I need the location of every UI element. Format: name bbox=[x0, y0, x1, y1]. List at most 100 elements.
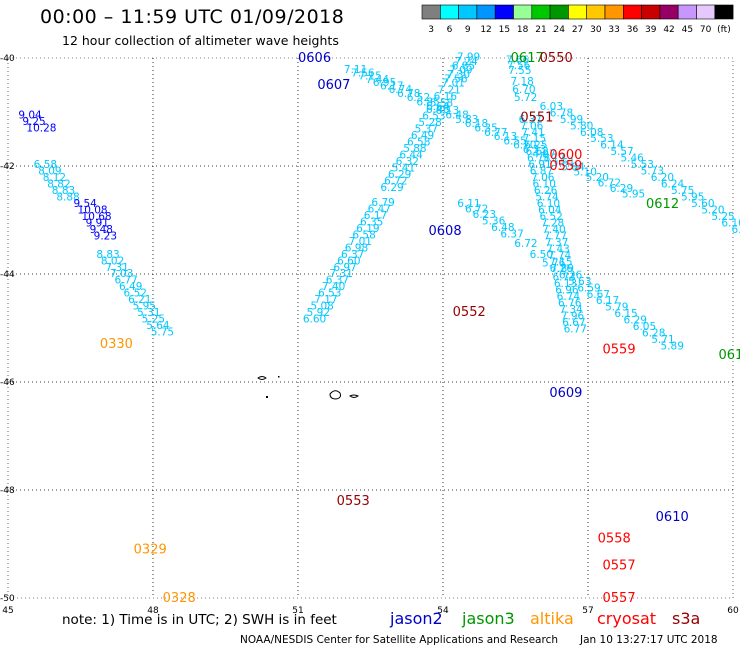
lon-tick-label: 45 bbox=[2, 606, 13, 616]
colorbar-swatch bbox=[659, 4, 679, 20]
wave-height-label: 6.77 bbox=[564, 323, 587, 335]
lat-tick-label: -42 bbox=[0, 162, 15, 172]
wave-height-label: 5.53 bbox=[590, 133, 613, 145]
wave-height-label: 7.01 bbox=[349, 236, 372, 248]
wave-height-label: 6.37 bbox=[341, 249, 364, 261]
colorbar-swatch bbox=[494, 4, 514, 20]
colorbar-label: 70 bbox=[700, 25, 712, 35]
wave-height-label: 7.06 bbox=[531, 172, 555, 184]
wave-height-label: 6.13 bbox=[436, 105, 459, 117]
wave-height-label: 6.44 bbox=[399, 149, 423, 161]
wave-height-label: 7.56 bbox=[444, 73, 468, 85]
legend-satellite-altika: altika bbox=[530, 609, 574, 628]
wave-height-label: 6.78 bbox=[550, 107, 573, 119]
colorbar-label: 6 bbox=[447, 25, 453, 35]
track-time-label: 0606 bbox=[298, 51, 331, 66]
wave-height-label: 6.52 bbox=[124, 288, 147, 300]
wave-height-label: 6.53 bbox=[318, 288, 341, 300]
wave-height-label: 6.03 bbox=[540, 101, 563, 113]
map-frame bbox=[7, 57, 734, 599]
wave-height-label: 7.55 bbox=[508, 65, 531, 77]
wave-height-label: 7.09 bbox=[449, 65, 472, 77]
wave-height-label: 7.43 bbox=[546, 243, 569, 255]
wave-height-label: 6.98 bbox=[345, 242, 368, 254]
wave-height-label: 6.08 bbox=[580, 127, 603, 139]
colorbar-swatch bbox=[622, 4, 642, 20]
wave-height-label: 5.99 bbox=[560, 114, 583, 126]
wave-height-label: 5.64 bbox=[146, 320, 170, 332]
wave-height-label: 6.49 bbox=[411, 130, 434, 142]
legend-note: note: 1) Time is in UTC; 2) SWH is in fe… bbox=[62, 612, 337, 628]
wave-height-label: 9.25 bbox=[22, 116, 45, 128]
wave-height-label: 5.89 bbox=[661, 341, 684, 353]
wave-height-label: 7.44 bbox=[366, 74, 390, 86]
wave-height-label: 7.18 bbox=[510, 76, 533, 88]
wave-height-label: 7.34 bbox=[559, 304, 583, 316]
colorbar-label: 30 bbox=[590, 25, 602, 35]
wave-height-label: 6.16 bbox=[434, 91, 458, 103]
track-time-label: 0551 bbox=[520, 110, 553, 125]
axis-ticks: 45 48 51 54 57 60 -40 -42 -44 -46 -48 -50 bbox=[0, 54, 739, 616]
wave-height-label: 6.70 bbox=[512, 84, 535, 96]
island-outlines bbox=[257, 376, 359, 400]
wave-height-label: 6.91 bbox=[528, 159, 551, 171]
wave-height-label: 7.74 bbox=[548, 250, 572, 262]
wave-height-label: 7.30 bbox=[447, 69, 470, 81]
wave-height-label: 10.08 bbox=[78, 205, 108, 217]
colorbar-label: 18 bbox=[517, 25, 529, 35]
colorbar-label: 45 bbox=[682, 25, 693, 35]
track-time-label: 0550 bbox=[540, 51, 573, 66]
wave-height-label: 7.31 bbox=[105, 262, 128, 274]
wave-height-label: 7.28 bbox=[541, 217, 564, 229]
wave-height-label: 6.79 bbox=[371, 197, 394, 209]
wave-height-label: 6.76 bbox=[558, 297, 582, 309]
wave-height-label: 6.18 bbox=[465, 118, 488, 130]
colorbar-swatch bbox=[476, 4, 496, 20]
wave-height-label: 6.53 bbox=[422, 111, 445, 123]
wave-height-label: 6.10 bbox=[537, 198, 560, 210]
track-time-labels: 0606 0607 0608 0609 0610 0617 0612 061 0550 0551 0… bbox=[100, 51, 740, 606]
wave-height-label: 6.04 bbox=[538, 205, 562, 217]
wave-height-label: 6.62 bbox=[526, 146, 549, 158]
wave-height-label: 6.77 bbox=[484, 127, 507, 139]
wave-height-label: 5.88 bbox=[403, 143, 426, 155]
wave-height-label: 6.37 bbox=[519, 114, 542, 126]
colorbar-label: 24 bbox=[554, 25, 566, 35]
wave-height-label: 5.31 bbox=[137, 307, 160, 319]
wave-height-label: 5.46 bbox=[620, 153, 644, 165]
wave-height-label: 7.03 bbox=[110, 268, 133, 280]
wave-height-label: 8.02 bbox=[101, 255, 124, 267]
colorbar-swatch bbox=[421, 4, 441, 20]
wave-height-label: 6.29 bbox=[388, 169, 411, 181]
wave-height-label: 6.59 bbox=[577, 282, 600, 294]
track-time-label: 0553 bbox=[337, 494, 370, 509]
colorbar-swatch bbox=[586, 4, 606, 20]
wave-height-label: 6.19 bbox=[356, 223, 379, 235]
legend-satellite-jason2: jason2 bbox=[390, 609, 443, 628]
colorbar-label: 15 bbox=[499, 25, 510, 35]
altimeter-tracks: 7.117.567.157.446.956.176.746.786.526.85… bbox=[18, 52, 740, 353]
wave-height-label: 6.77 bbox=[114, 275, 137, 287]
wave-height-label: 5.73 bbox=[641, 166, 664, 178]
wave-height-label: 6.21 bbox=[128, 294, 151, 306]
wave-height-label: 6.74 bbox=[389, 84, 413, 96]
track-time-label: 0329 bbox=[134, 542, 167, 557]
wave-height-label: 6.70 bbox=[513, 140, 536, 152]
wave-height-label: 7.40 bbox=[322, 281, 345, 293]
track-time-label: 0330 bbox=[100, 337, 133, 352]
track-time-label: 0609 bbox=[549, 386, 582, 401]
wave-height-label: 5.08 bbox=[310, 301, 333, 313]
wave-height-label: 6.25 bbox=[524, 140, 547, 152]
colorbar-swatch bbox=[513, 4, 533, 20]
wave-height-label: 6.96 bbox=[555, 284, 579, 296]
wave-height-label: 6.29 bbox=[610, 183, 633, 195]
wave-height-label: 7.01 bbox=[442, 78, 465, 90]
wave-height-label: 10.68 bbox=[82, 211, 112, 223]
colorbar-label: 27 bbox=[572, 25, 583, 35]
wave-height-label: 6.26 bbox=[550, 263, 574, 275]
wave-height-label: 6.72 bbox=[514, 238, 537, 250]
wave-height-label: 6.17 bbox=[380, 80, 403, 92]
track-time-label: 0559 bbox=[603, 343, 636, 358]
wave-height-label: 6.64 bbox=[426, 101, 450, 113]
wave-height-label: 6.24 bbox=[661, 179, 685, 191]
